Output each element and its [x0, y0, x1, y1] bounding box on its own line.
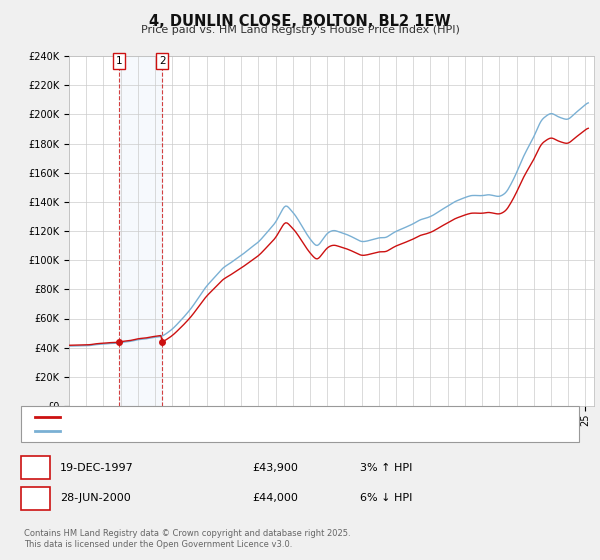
Text: 28-JUN-2000: 28-JUN-2000 [60, 493, 131, 503]
Text: £43,900: £43,900 [252, 463, 298, 473]
Text: Contains HM Land Registry data © Crown copyright and database right 2025.
This d: Contains HM Land Registry data © Crown c… [24, 529, 350, 549]
Text: 2: 2 [159, 56, 166, 66]
Text: Price paid vs. HM Land Registry's House Price Index (HPI): Price paid vs. HM Land Registry's House … [140, 25, 460, 35]
Text: 2: 2 [32, 493, 39, 503]
Text: 3% ↑ HPI: 3% ↑ HPI [360, 463, 412, 473]
Bar [119, 56, 162, 406]
Text: 4, DUNLIN CLOSE, BOLTON, BL2 1EW: 4, DUNLIN CLOSE, BOLTON, BL2 1EW [149, 14, 451, 29]
Text: HPI: Average price, semi-detached house, Bolton: HPI: Average price, semi-detached house,… [65, 426, 308, 436]
Text: 19-DEC-1997: 19-DEC-1997 [60, 463, 134, 473]
Text: £44,000: £44,000 [252, 493, 298, 503]
Text: 4, DUNLIN CLOSE, BOLTON, BL2 1EW (semi-detached house): 4, DUNLIN CLOSE, BOLTON, BL2 1EW (semi-d… [65, 412, 367, 422]
Text: 6% ↓ HPI: 6% ↓ HPI [360, 493, 412, 503]
Text: 1: 1 [116, 56, 122, 66]
Text: 1: 1 [32, 463, 39, 473]
